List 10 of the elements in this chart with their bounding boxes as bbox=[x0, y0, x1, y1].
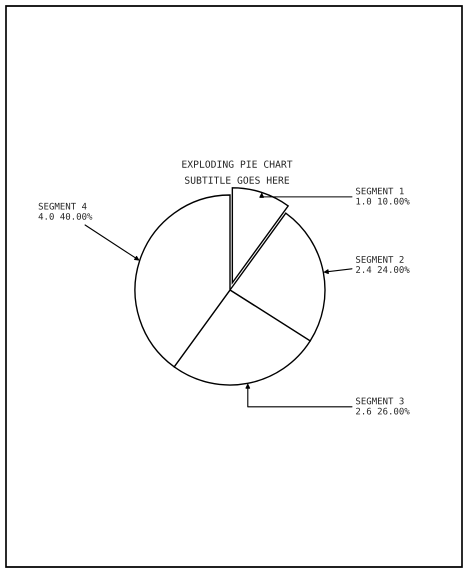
data-label: 4.0 40.00% bbox=[38, 212, 92, 220]
chart-subtitle: SUBTITLE GOES HERE bbox=[184, 176, 290, 184]
data-label: 1.0 10.00% bbox=[356, 198, 410, 205]
slice-label: SEGMENT 4 bbox=[38, 202, 87, 210]
chart-title: EXPLODING PIE CHART bbox=[182, 160, 292, 168]
data-label: 2.6 26.00% bbox=[356, 408, 410, 415]
slice-label: SEGMENT 3 bbox=[356, 398, 404, 404]
data-label: 2.4 24.00% bbox=[356, 266, 410, 274]
slice-label: SEGMENT 2 bbox=[356, 256, 404, 263]
slice-label: SEGMENT 1 bbox=[356, 188, 404, 194]
